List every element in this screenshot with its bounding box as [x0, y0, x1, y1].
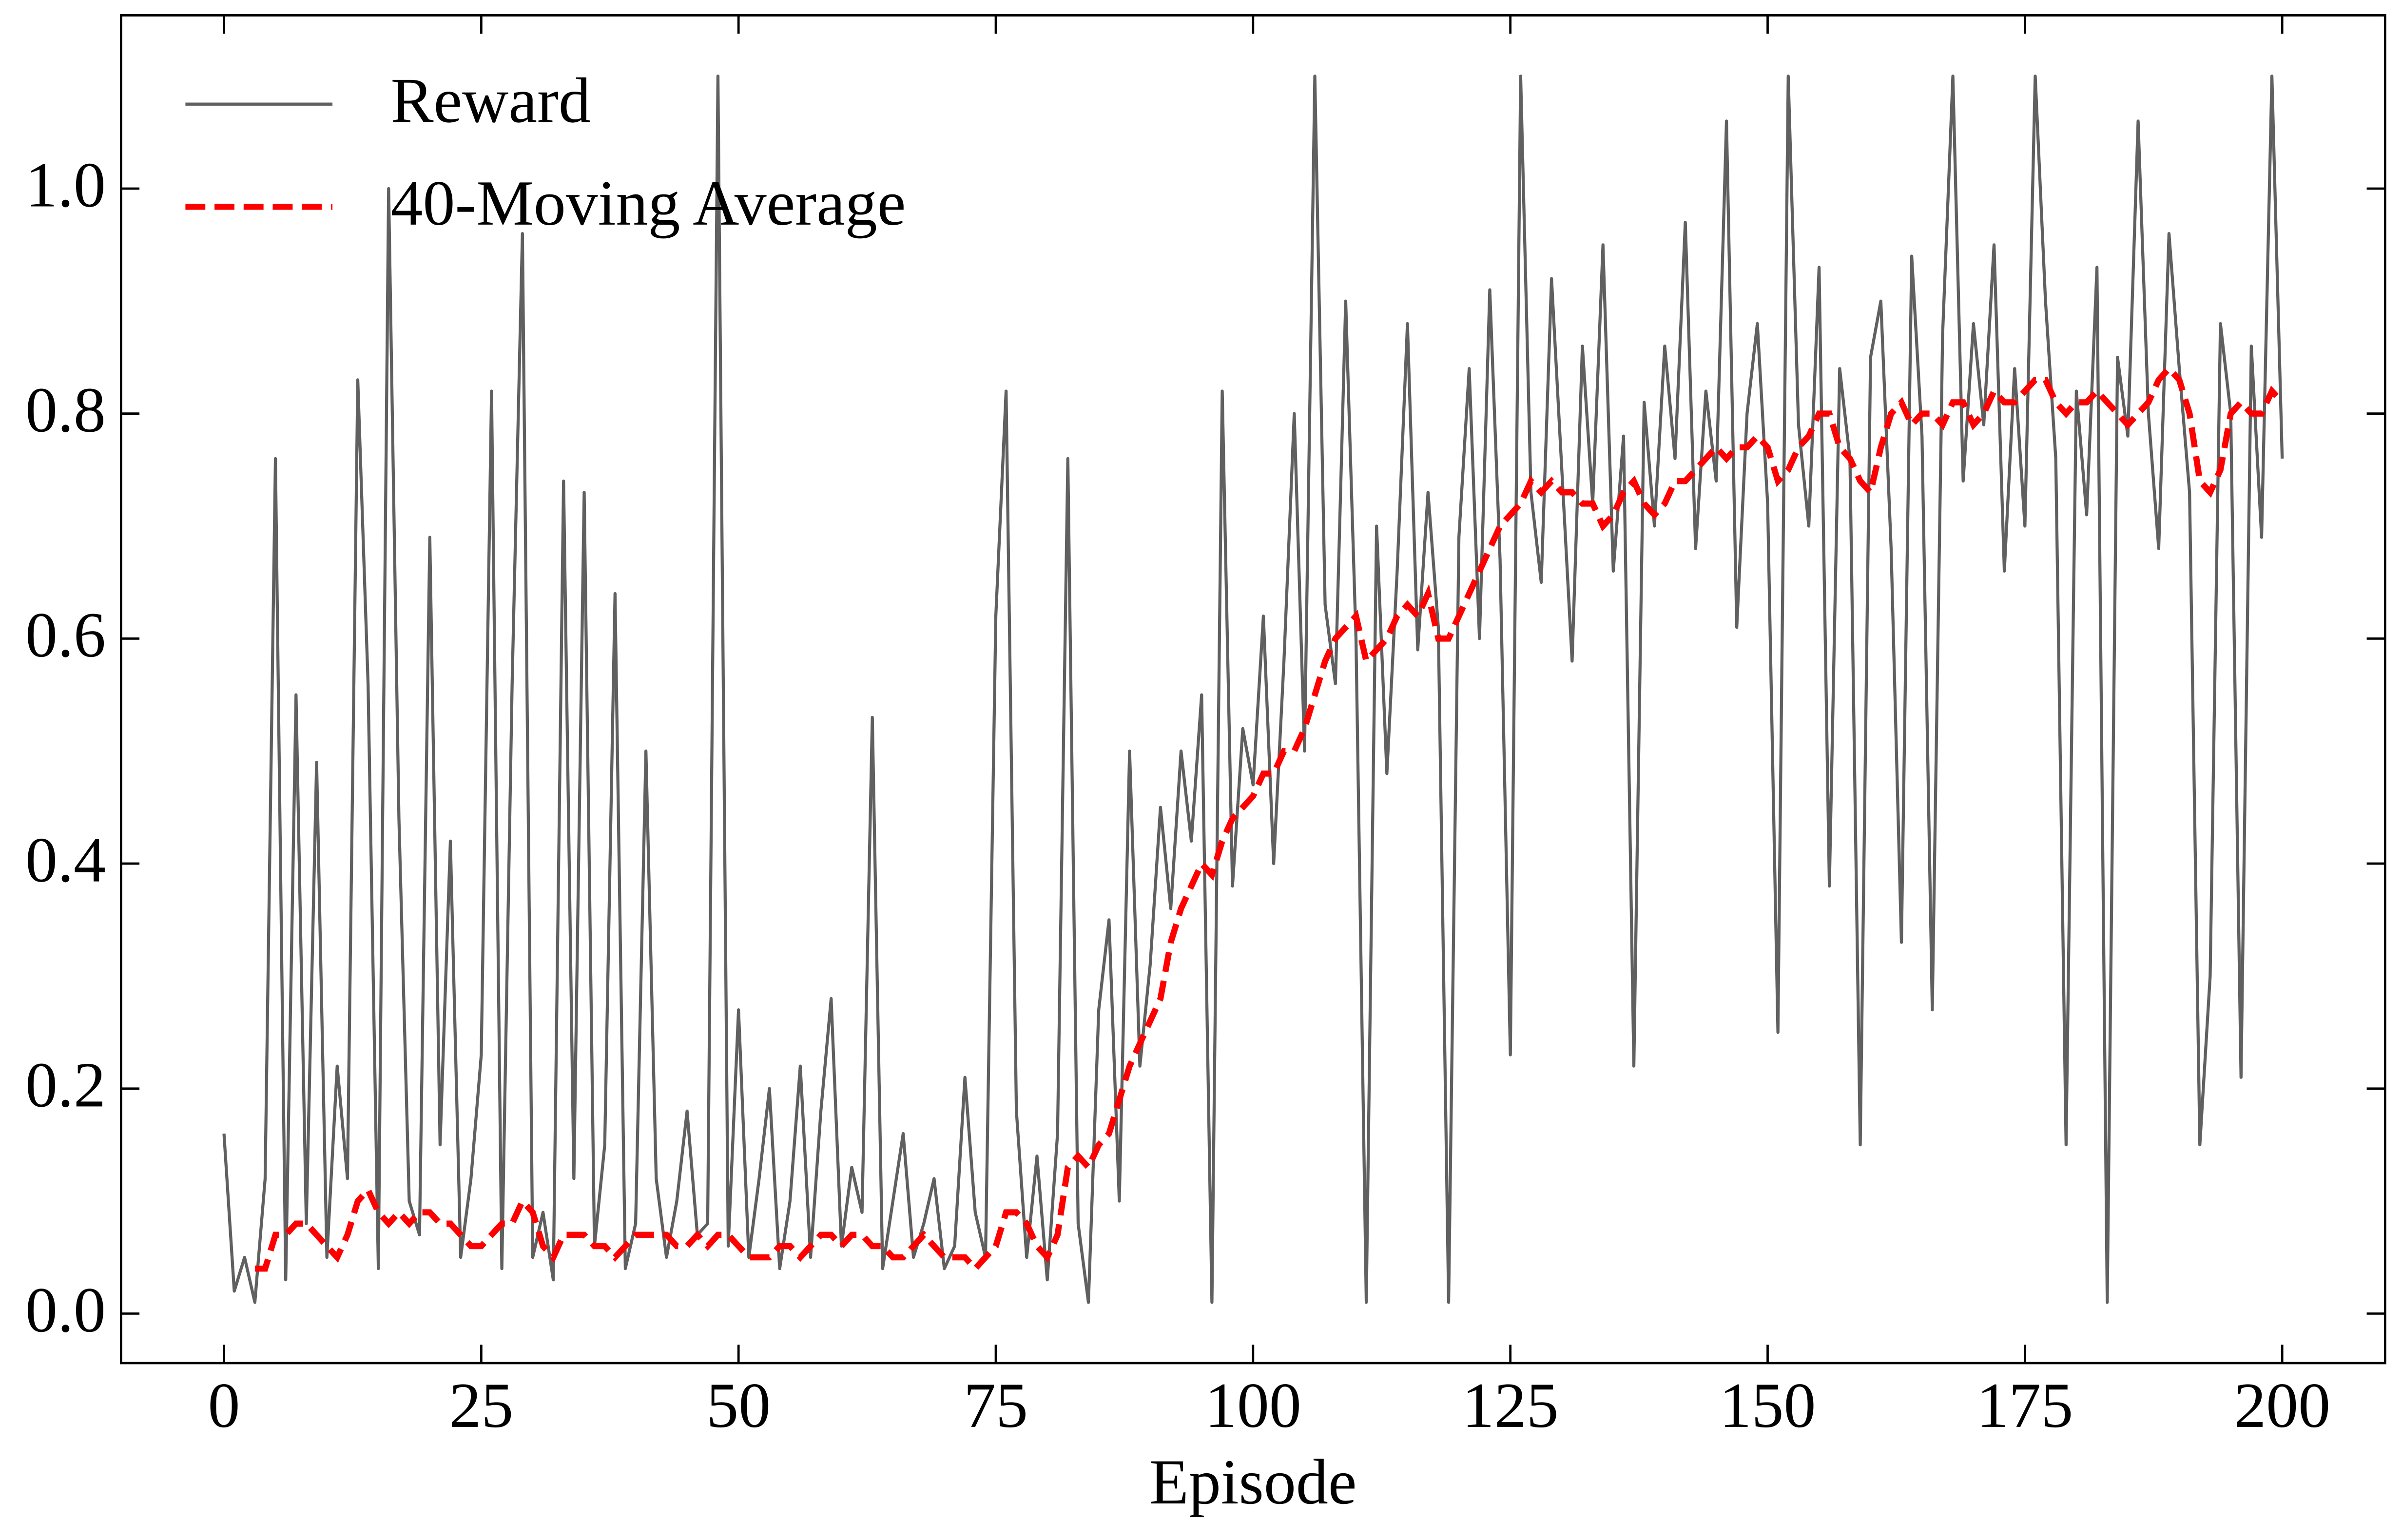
x-tick-label: 75 [964, 1369, 1028, 1441]
legend-label: 40-Moving Average [391, 167, 906, 239]
x-tick-label: 100 [1205, 1369, 1301, 1441]
legend-label: Reward [391, 64, 591, 136]
x-tick-label: 150 [1720, 1369, 1816, 1441]
x-tick-label: 125 [1462, 1369, 1559, 1441]
y-tick-label: 0.4 [25, 824, 106, 896]
y-tick-label: 0.6 [25, 599, 106, 671]
x-tick-label: 200 [2234, 1369, 2330, 1441]
x-tick-label: 175 [1976, 1369, 2073, 1441]
x-tick-label: 50 [706, 1369, 771, 1441]
y-tick-label: 0.2 [25, 1049, 106, 1120]
series-line [254, 364, 2285, 1273]
x-tick-label: 25 [449, 1369, 513, 1441]
y-tick-label: 0.0 [25, 1274, 106, 1346]
y-tick-label: 1.0 [25, 149, 106, 221]
x-tick-label: 0 [208, 1369, 240, 1441]
plot-area [222, 74, 2285, 1304]
x-axis-label: Episode [1149, 1446, 1356, 1518]
series-line [222, 74, 2284, 1304]
y-tick-label: 0.8 [25, 374, 106, 445]
